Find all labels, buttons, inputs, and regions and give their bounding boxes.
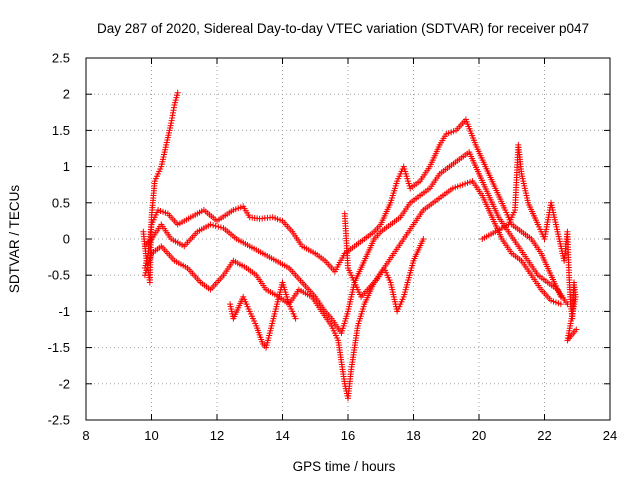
data-point [207, 221, 214, 228]
y-tick-label: 0 [63, 232, 70, 247]
y-tick-label: -1 [58, 304, 70, 319]
data-point [420, 236, 427, 242]
y-tick-label: 2 [63, 87, 70, 102]
series-track-f [341, 210, 427, 315]
y-tick-label: -2.5 [48, 413, 70, 428]
data-point [210, 222, 217, 229]
data-point [217, 224, 224, 231]
x-tick-label: 18 [406, 428, 420, 443]
x-tick-label: 20 [472, 428, 486, 443]
y-tick-labels: 2.5 2 1.5 1 0.5 0 -0.5 -1 -1.5 -2 -2.5 [48, 51, 70, 428]
data-point [215, 223, 222, 230]
data-point [557, 301, 564, 308]
y-axis-label: SDTVAR / TECUs [7, 185, 22, 294]
data-point [292, 315, 299, 322]
x-axis-label: GPS time / hours [293, 459, 396, 474]
data-points [140, 89, 580, 402]
y-tick-label: 0.5 [52, 195, 70, 210]
series-track-e [227, 279, 299, 351]
series-track-b [141, 116, 564, 300]
y-tick-label: 2.5 [52, 51, 70, 66]
data-point [573, 326, 580, 333]
x-tick-label: 12 [210, 428, 224, 443]
data-point [212, 222, 219, 229]
y-tick-label: -2 [58, 376, 70, 391]
chart-title: Day 287 of 2020, Sidereal Day-to-day VTE… [97, 21, 589, 36]
x-tick-label: 14 [275, 428, 289, 443]
x-tick-label: 16 [341, 428, 355, 443]
x-tick-label: 10 [144, 428, 158, 443]
x-tick-label: 22 [537, 428, 551, 443]
y-tick-label: 1 [63, 159, 70, 174]
x-tick-label: 8 [82, 428, 89, 443]
axis-ticks [85, 57, 611, 421]
series-track-g [479, 141, 580, 344]
series-track-c [141, 149, 571, 337]
x-tick-labels: 8 10 12 14 16 18 20 22 24 [82, 428, 617, 443]
x-tick-label: 24 [603, 428, 617, 443]
y-tick-label: -0.5 [48, 268, 70, 283]
y-tick-label: -1.5 [48, 340, 70, 355]
data-point [174, 89, 181, 96]
y-tick-label: 1.5 [52, 123, 70, 138]
